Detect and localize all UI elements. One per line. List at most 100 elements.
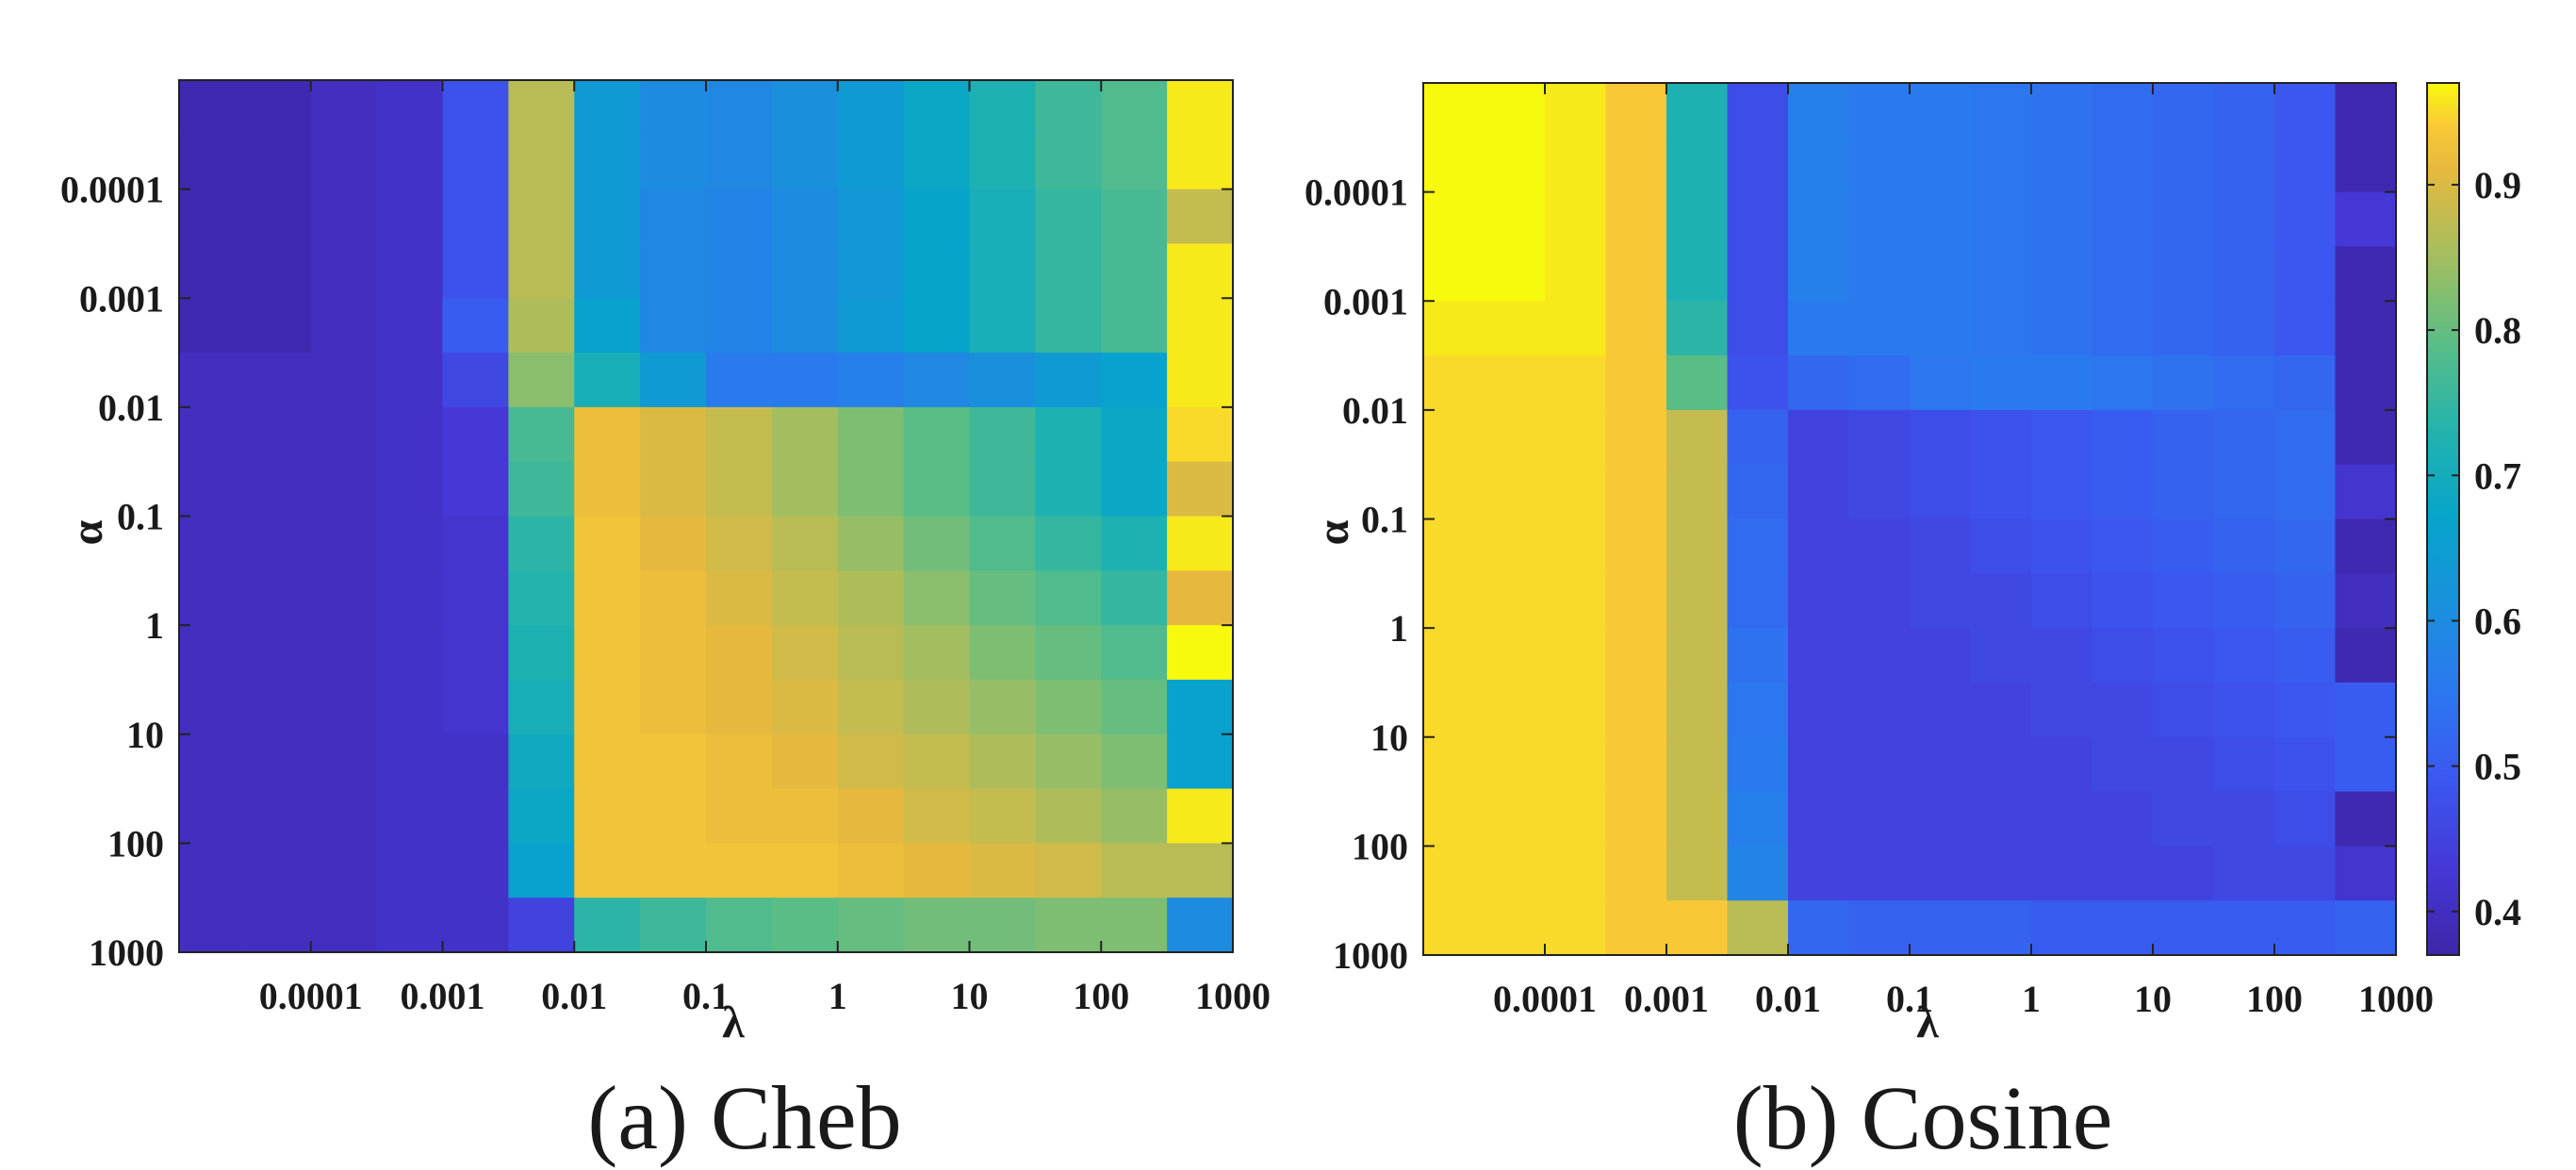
panel-cosine: 0.0001 0.001 0.01 0.1 1 10 100 1000 0.0001 0.001… [1304,82,2434,1168]
heatmap-cell-cheb-r5-c8 [706,353,773,408]
heatmap-cell-cheb-r6-c13 [1035,406,1102,463]
heatmap-cell-cheb-r13-c4 [442,788,509,844]
heatmap-cell-cosine-r7-c7 [1848,464,1911,520]
heatmap-cell-cosine-r9-c13 [2213,573,2275,629]
heatmap-cell-cosine-r14-c15 [2335,846,2397,901]
heatmap-cell-cosine-r1-c4 [1666,137,1729,193]
heatmap-cell-cheb-r2-c13 [1035,189,1102,245]
heatmap-cell-cheb-r11-c7 [640,679,707,735]
heatmap-cell-cheb-r3-c3 [376,243,444,299]
heatmap-cell-cheb-r3-c7 [640,243,707,299]
heatmap-cell-cheb-r5-c2 [310,353,378,408]
heatmap-cell-cosine-r0-c9 [1970,83,2032,139]
heatmap-cell-cheb-r13-c10 [837,788,905,844]
heatmap-cell-cosine-r3-c2 [1545,246,1607,302]
heatmap-cell-cheb-r1-c3 [376,134,444,190]
heatmap-cell-cheb-r4-c1 [244,298,312,354]
heatmap-cell-cosine-r3-c12 [2153,246,2215,302]
heatmap-cell-cosine-r2-c5 [1727,191,1789,248]
heatmap-cell-cheb-r3-c14 [1101,243,1168,299]
heatmap-cell-cheb-r10-c4 [442,625,509,681]
heatmap-cell-cosine-r5-c14 [2274,355,2337,411]
heatmap-cell-cheb-r6-c6 [574,406,641,463]
x-tick-label-cheb-6: 100 [1073,975,1129,1017]
y-tick-label-cheb-5: 10 [126,714,164,756]
heatmap-cell-cosine-r4-c15 [2335,301,2397,356]
heatmap-cell-cosine-r2-c2 [1545,191,1607,248]
heatmap-cell-cheb-r15-c5 [508,898,575,953]
heatmap-cell-cheb-r5-c15 [1167,353,1234,408]
heatmap-cell-cosine-r12-c10 [2031,736,2093,793]
heatmap-cell-cheb-r7-c14 [1101,461,1168,518]
heatmap-cell-cheb-r10-c2 [310,625,378,681]
heatmap-cell-cheb-r15-c11 [903,898,971,953]
y-tick-label-cosine-4: 1 [1389,607,1408,650]
heatmap-cell-cheb-r14-c11 [903,843,971,898]
x-tick-label-cosine-4: 1 [2022,978,2041,1020]
heatmap-cell-cosine-r2-c10 [2031,191,2093,248]
heatmap-cell-cheb-r10-c15 [1167,625,1234,681]
heatmap-cell-cosine-r7-c13 [2213,464,2275,520]
heatmap-cell-cosine-r1-c3 [1605,137,1667,193]
heatmap-cell-cheb-r12-c5 [508,733,575,790]
heatmap-cell-cheb-r13-c7 [640,788,707,844]
heatmap-cell-cheb-r12-c6 [574,733,641,790]
heatmap-cell-cheb-r1-c7 [640,134,707,190]
x-tick-label-cheb-0: 0.0001 [259,975,363,1017]
heatmap-cell-cheb-r14-c4 [442,843,509,898]
heatmap-cell-cosine-r3-c14 [2274,246,2337,302]
heatmap-cell-cosine-r10-c0 [1423,628,1485,684]
heatmap-cell-cosine-r7-c4 [1666,464,1729,520]
heatmap-cell-cosine-r9-c5 [1727,573,1789,629]
heatmap-cell-cheb-r9-c2 [310,570,378,626]
heatmap-cell-cosine-r11-c15 [2335,682,2397,738]
heatmap-cell-cheb-r9-c4 [442,570,509,626]
heatmap-cell-cosine-r7-c8 [1910,464,1972,520]
y-tick-label-cheb-1: 0.001 [79,277,164,320]
heatmap-cell-cosine-r13-c1 [1484,791,1546,847]
heatmap-cell-cheb-r5-c6 [574,353,641,408]
heatmap-cell-cheb-r9-c3 [376,570,444,626]
heatmap-cell-cheb-r4-c11 [903,298,971,354]
heatmap-cell-cheb-r3-c15 [1167,243,1234,299]
heatmap-cell-cosine-r15-c2 [1545,900,1607,956]
heatmap-cell-cosine-r4-c9 [1970,301,2032,356]
heatmap-cell-cosine-r15-c10 [2031,900,2093,956]
heatmap-cell-cosine-r15-c11 [2092,900,2154,956]
heatmap-cell-cosine-r6-c15 [2335,409,2397,466]
heatmap-cell-cosine-r6-c3 [1605,409,1667,466]
heatmap-cell-cheb-r11-c1 [244,679,312,735]
x-tick-label-cheb-3: 0.1 [682,975,730,1017]
heatmap-cell-cosine-r9-c2 [1545,573,1607,629]
heatmap-cell-cheb-r2-c7 [640,189,707,245]
heatmap-cell-cheb-r4-c10 [837,298,905,354]
heatmap-cell-cosine-r13-c4 [1666,791,1729,847]
x-tick-labels-cheb: 0.0001 0.001 0.01 0.1 1 10 100 1000 [259,975,1271,1017]
heatmap-cell-cosine-r3-c4 [1666,246,1729,302]
heatmap-cell-cosine-r15-c8 [1910,900,1972,956]
heatmap-cell-cosine-r9-c10 [2031,573,2093,629]
heatmap-cell-cosine-r0-c2 [1545,83,1607,139]
heatmap-cell-cheb-r7-c3 [376,461,444,518]
heatmap-cell-cheb-r5-c11 [903,353,971,408]
heatmap-cell-cosine-r3-c6 [1788,246,1850,302]
heatmap-cell-cheb-r6-c4 [442,406,509,463]
heatmap-cell-cosine-r12-c14 [2274,736,2337,793]
heatmap-cell-cheb-r14-c7 [640,843,707,898]
heatmap-cell-cheb-r2-c12 [969,189,1036,245]
heatmap-cell-cosine-r13-c0 [1423,791,1485,847]
heatmap-cell-cosine-r1-c6 [1788,137,1850,193]
heatmap-cell-cosine-r4-c12 [2153,301,2215,356]
heatmap-cell-cheb-r13-c2 [310,788,378,844]
heatmap-cell-cosine-r4-c13 [2213,301,2275,356]
heatmap-cell-cheb-r8-c15 [1167,516,1234,571]
heatmap-cell-cosine-r8-c12 [2153,519,2215,574]
heatmap-cell-cosine-r8-c8 [1910,519,1972,574]
heatmap-cell-cheb-r12-c4 [442,733,509,790]
heatmap-cell-cosine-r8-c6 [1788,519,1850,574]
heatmap-cell-cheb-r2-c1 [244,189,312,245]
heatmap-cell-cosine-r3-c11 [2092,246,2154,302]
heatmap-cell-cheb-r0-c0 [179,80,246,136]
heatmap-cell-cosine-r2-c14 [2274,191,2337,248]
heatmap-cell-cosine-r3-c13 [2213,246,2275,302]
